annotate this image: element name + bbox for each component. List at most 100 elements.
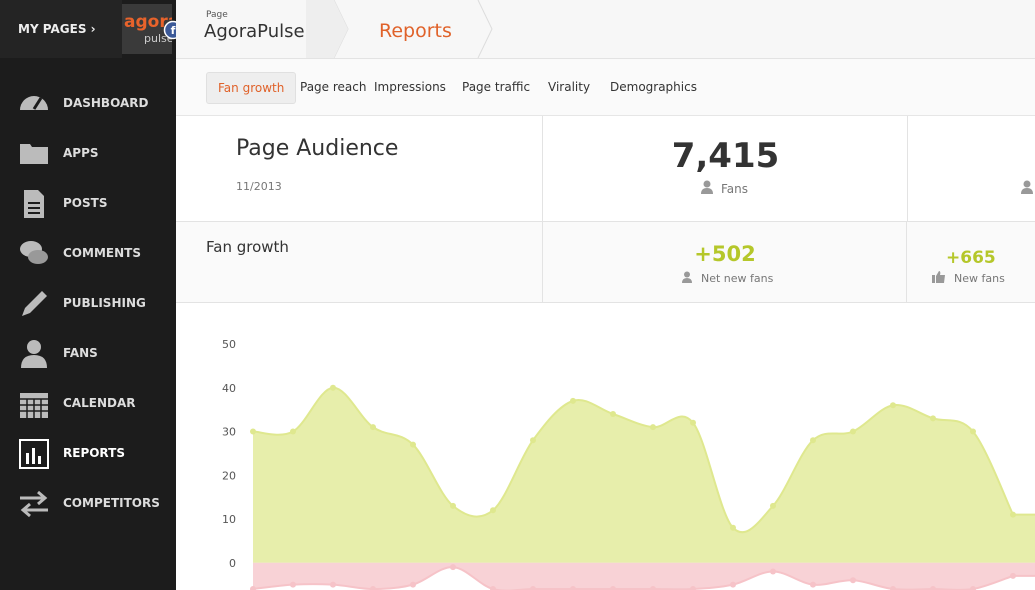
tab[interactable]: Demographics (610, 80, 697, 94)
point (490, 507, 496, 514)
y-tick-label: 20 (222, 469, 236, 482)
point (610, 411, 616, 417)
growth-title: Fan growth (206, 238, 289, 256)
point (810, 581, 816, 588)
new-label: New fans (954, 272, 1005, 285)
icon (20, 96, 48, 110)
icon (19, 439, 49, 469)
logo-text: agora (124, 12, 172, 32)
nav-item[interactable]: PUBLISHING (63, 296, 146, 310)
tabs-bar (176, 59, 1035, 116)
point (250, 428, 256, 435)
area (253, 387, 1035, 563)
section-title: Reports (379, 20, 452, 42)
thumb-icon (932, 271, 945, 283)
my-pages-label[interactable]: MY PAGES (18, 22, 87, 36)
point (290, 428, 296, 435)
tab[interactable]: Page reach (300, 80, 367, 94)
nav-icon[interactable] (18, 388, 50, 420)
audience-title: Page Audience (236, 136, 399, 161)
point (690, 419, 696, 426)
icon (24, 190, 44, 218)
icon (20, 393, 48, 418)
point (930, 415, 936, 422)
y-tick-label: 10 (222, 513, 236, 526)
third-cell (908, 116, 1035, 222)
point (650, 424, 656, 431)
person-icon (701, 180, 713, 194)
point (330, 384, 336, 391)
nav-icon[interactable] (18, 88, 50, 120)
tab[interactable]: Impressions (374, 80, 446, 94)
my-pages[interactable]: MY PAGES › (0, 0, 122, 58)
point (650, 586, 656, 590)
fans-value: 7,415 (671, 136, 780, 176)
tab[interactable]: Virality (548, 80, 591, 94)
point (610, 586, 616, 590)
fans-cell: 7,415 Fans (543, 116, 908, 222)
point (970, 586, 976, 590)
point (930, 586, 936, 590)
audience-cell: Page Audience 11/2013 (176, 116, 543, 222)
icon (22, 291, 47, 316)
page-label: Page (206, 10, 228, 20)
tab[interactable]: Fan growth (206, 72, 297, 104)
point (890, 586, 896, 590)
point (570, 397, 576, 404)
new-value: +665 (946, 248, 996, 268)
point (450, 502, 456, 509)
point (1010, 572, 1016, 579)
point (370, 586, 376, 590)
y-tick-label: 30 (222, 426, 236, 439)
point (770, 502, 776, 509)
nav-item[interactable]: COMMENTS (63, 246, 141, 260)
nav-icon[interactable] (18, 188, 50, 220)
icon (20, 144, 48, 164)
point (330, 581, 336, 588)
point (810, 437, 816, 444)
icon (20, 241, 48, 264)
point (1010, 511, 1016, 518)
tab[interactable]: Page traffic (462, 80, 531, 94)
icon (21, 340, 47, 368)
nav-item[interactable]: REPORTS (63, 446, 125, 460)
point (890, 402, 896, 409)
net-cell: +502 Net new fans (543, 222, 907, 303)
point (970, 428, 976, 435)
point (410, 441, 416, 448)
nav-item[interactable]: APPS (63, 146, 99, 160)
nav-item[interactable]: COMPETITORS (63, 496, 160, 510)
point (450, 564, 456, 571)
person-icon (682, 271, 692, 283)
nav-item[interactable]: POSTS (63, 196, 108, 210)
point (730, 581, 736, 588)
growth-cell: Fan growth (176, 222, 543, 303)
header: Page AgoraPulse Reports (176, 0, 1035, 59)
logo-sub: pulse (144, 32, 172, 45)
net-label: Net new fans (701, 272, 774, 285)
nav-icon[interactable] (18, 488, 50, 520)
nav-icon[interactable] (18, 238, 50, 270)
fans-label: Fans (721, 182, 749, 196)
net-value: +502 (694, 242, 756, 266)
person-icon (1021, 180, 1033, 194)
point (370, 424, 376, 431)
y-tick-label: 50 (222, 338, 236, 351)
point (410, 581, 416, 588)
page-name[interactable]: AgoraPulse (204, 21, 305, 42)
point (290, 581, 296, 588)
nav-item[interactable]: FANS (63, 346, 98, 360)
nav-item[interactable]: CALENDAR (63, 396, 136, 410)
nav-icon[interactable] (18, 438, 50, 470)
nav-item[interactable]: DASHBOARD (63, 96, 149, 110)
point (250, 586, 256, 590)
point (530, 437, 536, 444)
chart: 0 10 20 30 40 50 (222, 338, 1035, 590)
point (530, 586, 536, 590)
nav-icon[interactable] (18, 288, 50, 320)
nav-icon[interactable] (18, 138, 50, 170)
y-tick-label: 0 (229, 557, 236, 570)
icon (20, 490, 48, 518)
nav-icon[interactable] (18, 338, 50, 370)
